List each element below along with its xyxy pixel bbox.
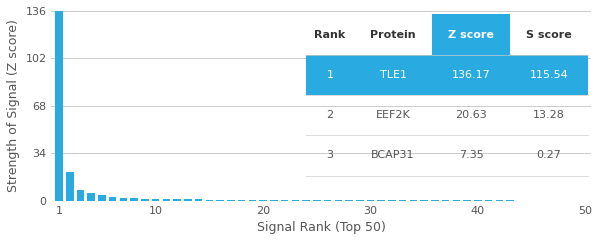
X-axis label: Signal Rank (Top 50): Signal Rank (Top 50) <box>257 221 386 234</box>
Bar <box>173 199 181 201</box>
Text: BCAP31: BCAP31 <box>371 150 415 161</box>
Bar <box>292 200 299 201</box>
Bar <box>302 200 310 201</box>
Bar <box>281 200 289 201</box>
Text: S score: S score <box>526 30 572 40</box>
Text: 20.63: 20.63 <box>455 110 487 120</box>
Bar <box>248 200 256 201</box>
Text: Protein: Protein <box>370 30 416 40</box>
Bar <box>195 200 202 201</box>
Text: 3: 3 <box>326 150 334 161</box>
Bar <box>399 200 406 201</box>
Bar <box>313 200 320 201</box>
Bar <box>452 200 460 201</box>
Bar <box>130 198 138 201</box>
Bar <box>432 14 510 55</box>
Bar <box>163 199 170 201</box>
Bar <box>463 200 471 201</box>
Bar <box>109 197 116 201</box>
Bar <box>66 172 74 201</box>
Text: Z score: Z score <box>448 30 494 40</box>
Bar <box>184 199 191 201</box>
Text: Rank: Rank <box>314 30 346 40</box>
Bar <box>270 200 278 201</box>
Text: 115.54: 115.54 <box>530 70 568 80</box>
Bar <box>141 199 149 201</box>
Text: 1: 1 <box>326 70 334 80</box>
Bar <box>88 193 95 201</box>
Bar <box>227 200 235 201</box>
Text: 7.35: 7.35 <box>458 150 484 161</box>
Bar <box>77 190 84 201</box>
Bar <box>377 200 385 201</box>
Text: 0.27: 0.27 <box>536 150 562 161</box>
Bar <box>98 195 106 201</box>
Bar <box>367 200 374 201</box>
Bar <box>345 200 353 201</box>
Bar <box>259 200 267 201</box>
Bar <box>356 200 364 201</box>
Text: 2: 2 <box>326 110 334 120</box>
Bar <box>206 200 213 201</box>
Text: EEF2K: EEF2K <box>376 110 410 120</box>
Bar <box>55 11 63 201</box>
Bar <box>119 198 127 201</box>
Bar <box>306 55 588 95</box>
Bar <box>238 200 245 201</box>
Text: TLE1: TLE1 <box>380 70 407 80</box>
Bar <box>442 200 449 201</box>
Bar <box>431 200 439 201</box>
Bar <box>335 200 342 201</box>
Text: 136.17: 136.17 <box>452 70 490 80</box>
Bar <box>217 200 224 201</box>
Bar <box>421 200 428 201</box>
Bar <box>324 200 331 201</box>
Bar <box>388 200 396 201</box>
Text: 13.28: 13.28 <box>533 110 565 120</box>
Bar <box>410 200 417 201</box>
Bar <box>152 199 160 201</box>
Y-axis label: Strength of Signal (Z score): Strength of Signal (Z score) <box>7 19 20 192</box>
